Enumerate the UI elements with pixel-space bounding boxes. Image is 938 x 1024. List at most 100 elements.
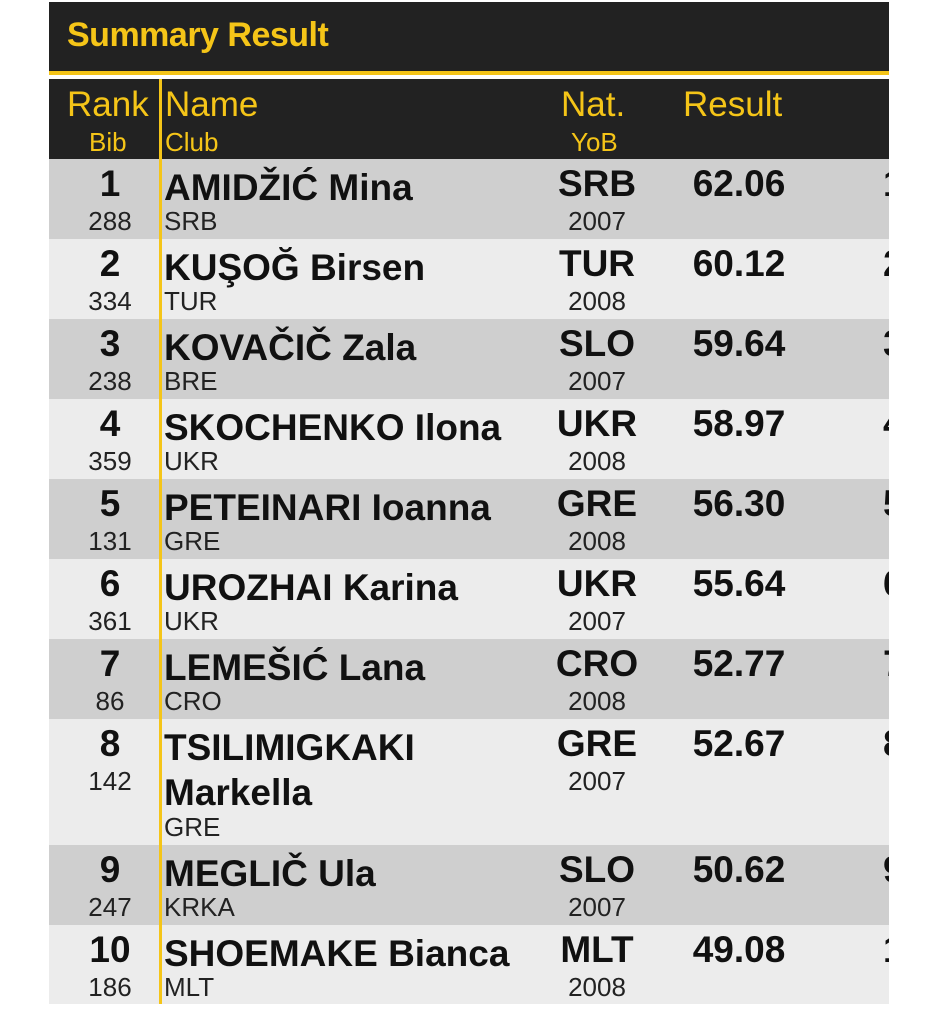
nat-cell: GRE xyxy=(556,723,638,764)
name-header: Name xyxy=(165,85,259,124)
name-cell: MEGLIČ Ula xyxy=(164,853,376,894)
name-cell: KOVAČIČ Zala xyxy=(164,327,417,368)
club-cell: BRE xyxy=(164,366,218,396)
table-row[interactable]: 8 142 TSILIMIGKAKI Markella GRE GRE 2007 52.67… xyxy=(49,719,889,845)
rank-cell: 4 xyxy=(99,403,121,444)
club-cell: MLT xyxy=(164,972,215,1002)
club-cell: GRE xyxy=(164,526,221,556)
rank-cell: 7 xyxy=(99,643,121,684)
name-cell: SKOCHENKO Ilona xyxy=(164,407,502,448)
rank-header: Rank xyxy=(67,85,149,124)
rank-cell: 2 xyxy=(99,243,121,284)
result-cell: 58.97 xyxy=(692,403,786,444)
extra-cell: 4 xyxy=(883,405,889,442)
extra-cell: 5 xyxy=(883,485,889,522)
club-cell: GRE xyxy=(164,812,221,842)
bib-header: Bib xyxy=(89,127,127,157)
bib-cell: 359 xyxy=(88,446,132,476)
nat-cell: GRE xyxy=(556,483,638,524)
yob-cell: 2007 xyxy=(568,606,626,636)
rank-cell: 5 xyxy=(99,483,121,524)
nat-cell: UKR xyxy=(556,403,638,444)
extra-cell: 6 xyxy=(883,565,889,602)
yob-cell: 2007 xyxy=(568,766,626,796)
bib-cell: 131 xyxy=(88,526,132,556)
nat-cell: SLO xyxy=(558,849,636,890)
yob-cell: 2008 xyxy=(568,526,626,556)
result-cell: 49.08 xyxy=(692,929,786,970)
rank-cell: 8 xyxy=(99,723,121,764)
yob-cell: 2007 xyxy=(568,206,626,236)
nat-cell: SRB xyxy=(557,163,637,204)
yob-header: YoB xyxy=(571,127,618,157)
extra-cell: 3 xyxy=(883,325,889,362)
extra-cell: 8 xyxy=(883,725,889,762)
yob-cell: 2008 xyxy=(568,286,626,316)
rank-cell: 10 xyxy=(89,929,131,970)
yob-cell: 2008 xyxy=(568,686,626,716)
yob-cell: 2008 xyxy=(568,972,626,1002)
result-cell: 56.30 xyxy=(692,483,786,524)
nat-cell: CRO xyxy=(555,643,639,684)
name-cell: SHOEMAKE Bianca xyxy=(164,933,510,974)
rank-cell: 3 xyxy=(99,323,121,364)
result-cell: 50.62 xyxy=(692,849,786,890)
column-divider xyxy=(159,79,162,1004)
column-header: Rank Bib Name Club Nat. YoB Result xyxy=(49,79,889,159)
yob-cell: 2008 xyxy=(568,446,626,476)
name-cell: KUŞOĞ Birsen xyxy=(164,247,426,288)
nat-cell: SLO xyxy=(558,323,636,364)
nat-cell: MLT xyxy=(560,929,634,970)
rank-cell: 1 xyxy=(99,163,121,204)
name-cell: PETEINARI Ioanna xyxy=(164,487,491,528)
title-bar: Summary Result xyxy=(49,2,889,75)
bib-cell: 247 xyxy=(88,892,132,922)
results-panel: Summary Result Rank Bib Name Club Nat. Y… xyxy=(49,2,889,1004)
result-cell: 55.64 xyxy=(692,563,786,604)
rank-cell: 9 xyxy=(99,849,121,890)
result-header: Result xyxy=(683,85,783,124)
club-header: Club xyxy=(165,127,219,157)
nat-cell: TUR xyxy=(558,243,636,284)
name-cell: AMIDŽIĆ Mina xyxy=(164,167,413,208)
extra-cell: 9 xyxy=(883,851,889,888)
extra-cell: 1 xyxy=(883,165,889,202)
extra-cell: 7 xyxy=(883,645,889,682)
bib-cell: 238 xyxy=(88,366,132,396)
club-cell: KRKA xyxy=(164,892,235,922)
result-cell: 52.77 xyxy=(692,643,786,684)
yob-cell: 2007 xyxy=(568,892,626,922)
yob-cell: 2007 xyxy=(568,366,626,396)
nat-header: Nat. xyxy=(561,85,626,124)
name-cell: TSILIMIGKAKI Markella xyxy=(164,727,415,813)
bib-cell: 86 xyxy=(95,686,125,716)
extra-cell: 2 xyxy=(883,245,889,282)
bib-cell: 334 xyxy=(88,286,132,316)
result-cell: 60.12 xyxy=(692,243,786,284)
result-cell: 52.67 xyxy=(692,723,786,764)
club-cell: UKR xyxy=(164,446,219,476)
extra-cell: 1 xyxy=(883,931,889,968)
bib-cell: 361 xyxy=(88,606,132,636)
bib-cell: 142 xyxy=(88,766,132,796)
result-cell: 59.64 xyxy=(692,323,786,364)
result-cell: 62.06 xyxy=(692,163,786,204)
club-cell: TUR xyxy=(164,286,218,316)
club-cell: SRB xyxy=(164,206,218,236)
name-cell: UROZHAI Karina xyxy=(164,567,458,608)
club-cell: CRO xyxy=(164,686,222,716)
nat-cell: UKR xyxy=(556,563,638,604)
bib-cell: 288 xyxy=(88,206,132,236)
club-cell: UKR xyxy=(164,606,219,636)
bib-cell: 186 xyxy=(88,972,132,1002)
